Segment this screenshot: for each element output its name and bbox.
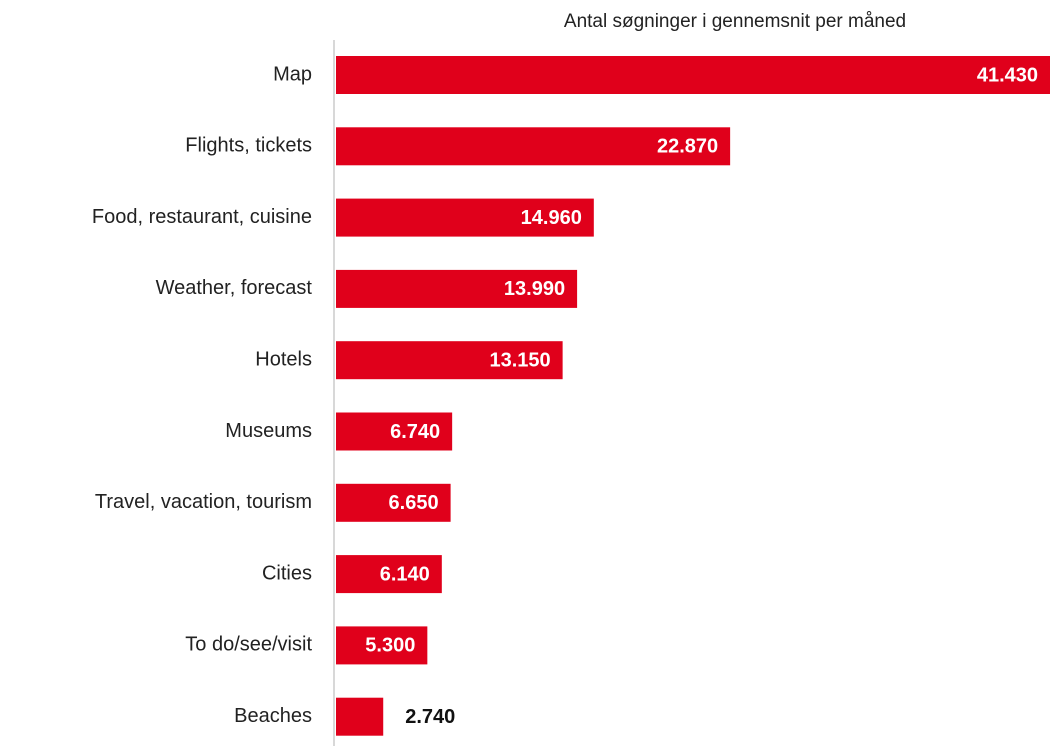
category-label: To do/see/visit bbox=[185, 634, 312, 656]
value-label: 14.960 bbox=[521, 207, 582, 229]
bar bbox=[336, 56, 1050, 94]
category-label: Cities bbox=[262, 562, 312, 584]
bar bbox=[336, 341, 563, 380]
value-label: 13.150 bbox=[489, 349, 550, 371]
category-label: Travel, vacation, tourism bbox=[95, 491, 312, 513]
category-label: Map bbox=[273, 63, 312, 85]
bar bbox=[336, 697, 384, 736]
bar bbox=[336, 412, 453, 451]
bar bbox=[336, 269, 578, 308]
category-label: Beaches bbox=[234, 705, 312, 727]
category-label: Food, restaurant, cuisine bbox=[92, 206, 312, 228]
value-label: 22.870 bbox=[657, 136, 718, 158]
bar bbox=[336, 127, 731, 166]
category-label: Flights, tickets bbox=[185, 135, 312, 157]
value-label: 6.650 bbox=[389, 492, 439, 514]
value-label: 41.430 bbox=[977, 64, 1038, 86]
category-label: Museums bbox=[225, 420, 312, 442]
bar bbox=[336, 555, 442, 594]
value-label: 5.300 bbox=[365, 635, 415, 657]
value-label: 2.740 bbox=[405, 706, 455, 728]
value-label: 6.140 bbox=[380, 563, 430, 585]
chart-title: Antal søgninger i gennemsnit per måned bbox=[564, 11, 906, 32]
bar bbox=[336, 626, 428, 665]
value-label: 13.990 bbox=[504, 278, 565, 300]
value-label: 6.740 bbox=[390, 421, 440, 443]
bar bbox=[336, 198, 594, 237]
category-label: Hotels bbox=[255, 348, 312, 370]
bar bbox=[336, 483, 451, 522]
category-label: Weather, forecast bbox=[156, 277, 313, 299]
